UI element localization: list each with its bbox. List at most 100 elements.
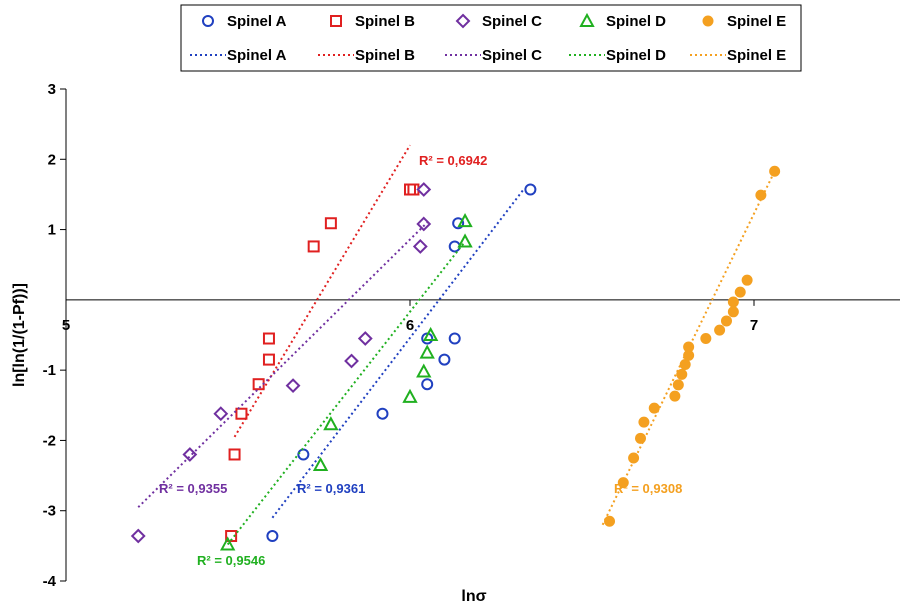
r-squared-label: R² = 0,9355 (159, 481, 227, 496)
y-tick-label: -4 (43, 573, 57, 590)
r-squared-label: R² = 0,9308 (614, 481, 682, 496)
plot-area: 3 2 1 -1 -2 -3 -4 5 6 7 lnσ ln[ln(1/(1-Pf))] R² = 0,… (11, 81, 900, 605)
legend-marker (330, 15, 342, 27)
data-point (727, 296, 739, 308)
data-point (285, 378, 301, 394)
data-point (225, 530, 238, 543)
data-point (312, 456, 329, 472)
data-point (452, 217, 465, 230)
trendline (233, 144, 411, 438)
legend: Spinel A Spinel A Spinel B Spinel B Spinel C… (180, 4, 802, 72)
y-axis-title: ln[ln(1/(1-Pf))] (11, 283, 28, 387)
data-point (714, 324, 726, 336)
data-point (416, 363, 432, 378)
data-point (448, 332, 461, 345)
series-spinel-c: R² = 0,9355 (130, 182, 432, 544)
y-tick-label: 1 (48, 222, 56, 239)
data-point (669, 390, 681, 402)
x-tick-label: 7 (750, 317, 758, 334)
legend-marker (579, 12, 595, 27)
legend-label: Spinel D (606, 13, 666, 30)
data-point (438, 353, 451, 366)
legend-marker (702, 15, 714, 27)
data-point (412, 239, 428, 254)
data-point (297, 448, 310, 461)
legend-marker (455, 13, 471, 29)
data-point (638, 416, 650, 428)
data-point (672, 379, 684, 391)
data-point (252, 378, 265, 391)
data-point (228, 448, 241, 461)
series-spinel-d: R² = 0,9546 (197, 213, 473, 568)
r-squared-label: R² = 0,9546 (197, 553, 265, 568)
data-point (357, 331, 373, 346)
data-point (213, 406, 229, 422)
y-tick-label: 3 (48, 81, 56, 98)
x-axis-title: lnσ (461, 588, 486, 605)
data-point (457, 233, 473, 248)
y-tick-label: -3 (43, 503, 56, 520)
legend-marker (202, 15, 214, 27)
y-tick-label: -2 (43, 432, 56, 449)
legend-label: Spinel C (482, 13, 542, 30)
data-point (422, 326, 439, 341)
trendline (226, 240, 466, 546)
series-spinel-e: R² = 0,9308 (601, 165, 781, 527)
trendline (137, 221, 428, 508)
data-point (720, 315, 732, 327)
data-point (324, 217, 337, 230)
legend-label: Spinel E (727, 13, 786, 30)
data-point (416, 182, 432, 197)
data-point (634, 432, 646, 444)
x-tick-label: 5 (62, 317, 70, 334)
legend-line-label: Spinel B (355, 47, 415, 64)
data-point (679, 359, 691, 371)
data-point (402, 388, 418, 403)
data-point (323, 416, 339, 431)
data-point (457, 213, 473, 228)
data-point (182, 447, 198, 462)
series-spinel-b: R² = 0,6942 (225, 144, 487, 543)
data-point (235, 407, 248, 420)
data-point (604, 515, 616, 527)
legend-line-label: Spinel E (727, 47, 786, 64)
legend-line-label: Spinel C (482, 47, 542, 64)
data-point (416, 216, 432, 232)
data-point (344, 353, 359, 369)
data-point (404, 183, 416, 196)
data-point (266, 530, 279, 543)
r-squared-label: R² = 0,9361 (297, 481, 365, 496)
legend-box (180, 4, 802, 72)
data-point (419, 344, 435, 359)
trendline (271, 188, 525, 519)
legend-label: Spinel B (355, 13, 415, 30)
data-point (262, 353, 275, 366)
data-point (376, 407, 389, 420)
data-point (219, 536, 236, 551)
data-point (617, 477, 629, 489)
data-point (676, 368, 688, 380)
r-squared-label: R² = 0,6942 (419, 153, 487, 168)
data-point (130, 528, 146, 544)
data-point (755, 189, 767, 201)
y-tick-label: 2 (48, 151, 56, 168)
data-point (307, 240, 320, 253)
data-point (421, 378, 434, 391)
legend-line-label: Spinel D (606, 47, 666, 64)
data-point (727, 306, 739, 318)
data-point (741, 274, 753, 286)
data-point (648, 402, 660, 414)
legend-label: Spinel A (227, 13, 287, 30)
data-point (628, 452, 640, 464)
y-tick-label: -1 (43, 362, 56, 379)
data-point (262, 332, 275, 345)
x-tick-label: 6 (406, 317, 414, 334)
data-point (700, 333, 712, 345)
series-spinel-a: R² = 0,9361 (266, 183, 537, 543)
data-point (734, 286, 746, 298)
data-point (524, 183, 537, 196)
legend-line-label: Spinel A (227, 47, 287, 64)
data-point (683, 341, 695, 353)
data-point (769, 165, 781, 177)
